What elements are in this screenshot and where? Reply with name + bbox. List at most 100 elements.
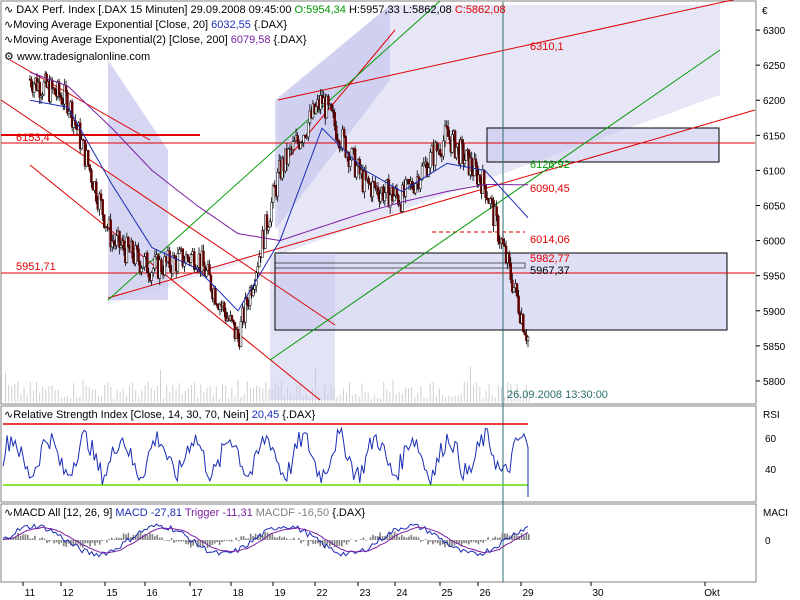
price-candle: [38, 75, 41, 105]
macd-histogram-bar: [10, 539, 12, 540]
candle-body: [334, 125, 338, 140]
macd-histogram-bar: [122, 533, 125, 540]
macd-value: MACD -27,81: [115, 507, 182, 519]
candle-body: [138, 261, 142, 273]
price-candle: [268, 218, 272, 228]
bar-datetime: 29.09.2008 09:45:00: [191, 4, 292, 16]
candle-body: [451, 134, 454, 153]
macd-histogram-bar: [307, 540, 310, 546]
candle-body: [371, 181, 374, 198]
candle-body: [224, 311, 228, 322]
volume-bar: [401, 393, 403, 402]
trigger-line: [2, 526, 529, 554]
volume-bar: [129, 386, 130, 402]
volume-bar: [420, 386, 422, 402]
volume-bar: [54, 390, 56, 402]
candle-body: [462, 143, 465, 164]
candle-body: [202, 250, 205, 267]
price-candle: [160, 257, 163, 275]
candle-body: [336, 139, 340, 142]
volume-bar: [497, 385, 499, 402]
volume-bar: [228, 398, 230, 402]
volume-bar: [79, 397, 81, 402]
macd-histogram-bar: [24, 534, 27, 540]
candle-body: [460, 139, 464, 144]
macd-histogram-bar: [338, 540, 341, 546]
candle-body: [265, 214, 269, 231]
x-axis-tick-label: 12: [62, 588, 74, 599]
macd-histogram-bar: [444, 540, 446, 548]
volume-bar: [88, 387, 90, 402]
macd-histogram-bar: [343, 540, 346, 543]
rsi-panel: ∿Relative Strength Index [Close, 14, 30,…: [2, 409, 780, 497]
price-candle: [462, 139, 465, 171]
macd-histogram-bar: [516, 535, 518, 540]
price-candle: [331, 104, 335, 118]
level-label-6014: 6014,06: [530, 234, 570, 246]
price-candle: [526, 335, 530, 348]
volume-bar: [113, 398, 115, 402]
candle-body: [251, 289, 255, 296]
price-candle: [291, 135, 295, 155]
macd-histogram-bar: [166, 540, 168, 541]
legend-row-3: ∿Moving Average Exponential(2) [Close, 2…: [4, 34, 307, 46]
candle-body: [302, 134, 305, 143]
candle-body: [293, 140, 296, 143]
macd-histogram-bar: [506, 533, 509, 540]
price-candle: [251, 285, 255, 298]
volume-bar: [494, 397, 496, 402]
price-candle: [296, 132, 299, 145]
volume-bar: [23, 387, 25, 402]
macd-histogram-bar: [201, 540, 204, 547]
macd-histogram-bar: [422, 540, 425, 541]
macd-sym: {.DAX}: [332, 507, 365, 519]
price-candle: [371, 176, 374, 203]
price-candle: [523, 329, 527, 336]
macd-histogram-bar: [439, 540, 441, 546]
price-candle: [509, 257, 512, 284]
price-candle: [464, 150, 468, 161]
macd-histogram-bar: [329, 540, 331, 547]
candle-body: [99, 193, 103, 200]
volume-bar: [395, 394, 397, 402]
volume-bar: [404, 387, 406, 402]
price-candle: [134, 241, 137, 267]
candle-body: [248, 287, 252, 306]
candle-body: [147, 272, 150, 278]
macd-histogram-bar: [249, 533, 252, 540]
source-url: www.tradesignalonline.com: [16, 51, 150, 63]
macd-histogram-bar: [120, 537, 123, 540]
candle-body: [127, 236, 130, 248]
macd-histogram-bar: [127, 532, 130, 540]
candle-body: [473, 158, 476, 177]
price-candle: [214, 286, 217, 305]
candle-body: [435, 142, 439, 151]
candle-body: [53, 87, 57, 95]
volume-bar: [408, 388, 409, 402]
price-axis-tick-label: 6250: [763, 61, 786, 72]
candle-body: [459, 139, 462, 165]
macd-histogram-bar: [293, 537, 295, 540]
price-candle: [495, 200, 498, 222]
price-candle: [496, 214, 500, 246]
candle-body: [38, 81, 41, 98]
volume-bar: [336, 396, 338, 402]
macd-histogram-bar: [499, 537, 501, 540]
volume-bar: [212, 395, 214, 402]
candle-body: [455, 147, 458, 159]
macd-histogram-bar: [477, 540, 480, 545]
volume-bar: [94, 389, 96, 402]
macd-histogram-bar: [355, 540, 357, 542]
candle-body: [443, 125, 447, 142]
legend-icon: ∿: [4, 507, 13, 519]
x-axis-tick-label: 26: [479, 588, 491, 599]
price-candle: [42, 80, 46, 97]
macd-histogram-bar: [178, 540, 180, 542]
candle-body: [325, 95, 329, 119]
price-candle: [397, 193, 400, 208]
price-candle: [218, 301, 222, 316]
candle-body: [376, 186, 380, 196]
macd-histogram-bar: [206, 540, 209, 549]
candle-body: [143, 256, 146, 268]
macd-histogram-bar: [41, 537, 43, 540]
